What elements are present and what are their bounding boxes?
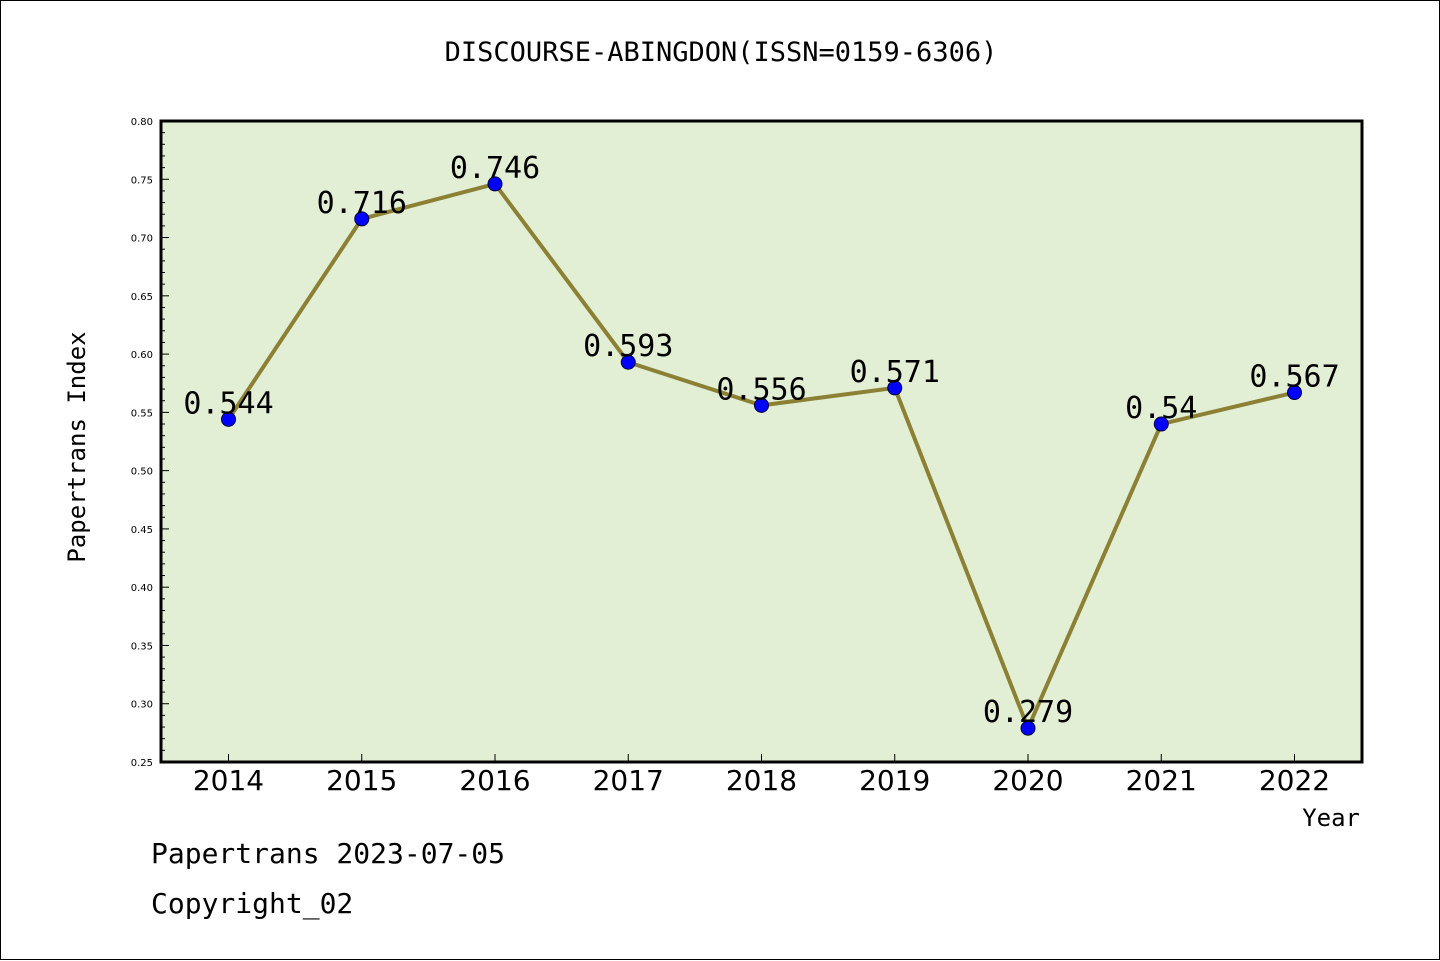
data-label: 0.279 [983,695,1073,730]
data-point [620,354,636,370]
x-axis-label: Year [1302,804,1360,832]
x-tick-label: 2019 [859,764,930,797]
y-tick-label: 0.60 [131,350,153,361]
x-tick-label: 2018 [726,764,797,797]
data-label: 0.746 [450,151,540,186]
x-tick-label: 2020 [992,764,1063,797]
y-tick-label: 0.65 [131,292,153,303]
x-tick-label: 2017 [593,764,664,797]
data-label: 0.716 [317,186,407,221]
data-label: 0.567 [1249,360,1339,395]
data-point [1153,416,1169,432]
plot-area [159,119,1364,764]
data-point [1020,720,1036,736]
y-tick-label: 0.45 [131,525,153,536]
y-tick-label: 0.35 [131,641,153,652]
footer-date: Papertrans 2023-07-05 [151,837,506,870]
data-label: 0.556 [716,372,806,407]
y-tick-label: 0.75 [131,175,153,186]
data-point [354,211,370,227]
data-point [887,380,903,396]
data-point [1287,385,1302,401]
y-tick-label: 0.30 [131,700,153,711]
y-tick-label: 0.55 [131,408,153,419]
y-tick-label: 0.50 [131,467,153,478]
x-tick-label: 2022 [1259,764,1330,797]
x-tick-label: 2016 [459,764,530,797]
data-label: 0.54 [1125,391,1197,426]
x-tick-label: 2015 [326,764,397,797]
data-point [221,411,236,427]
y-axis-label: Papertrans Index [63,331,91,562]
y-tick-label: 0.80 [131,117,153,128]
chart-title: DISCOURSE-ABINGDON(ISSN=0159-6306) [444,37,998,68]
x-tick-label: 2021 [1126,764,1197,797]
data-label: 0.593 [583,329,673,364]
y-tick-label: 0.25 [131,758,153,769]
x-tick-label: 2014 [193,764,264,797]
y-axis: 0.25 0.30 0.35 0.40 0.45 0.50 0.55 0.60 0.65 0.70… [131,117,169,769]
data-point [754,397,769,413]
x-axis: 2014 2015 2016 2017 2018 2019 2020 2021 2022 [193,754,1330,797]
data-label: 0.571 [850,355,940,390]
footer-copyright: Copyright_02 [151,887,354,920]
y-tick-label: 0.40 [131,583,153,594]
y-tick-label: 0.70 [131,234,153,245]
series-line-group: 0.544 0.716 0.746 0.593 0.556 0.571 0.279 0.54 0… [183,151,1340,736]
data-label: 0.544 [183,386,273,421]
data-point [487,176,503,192]
